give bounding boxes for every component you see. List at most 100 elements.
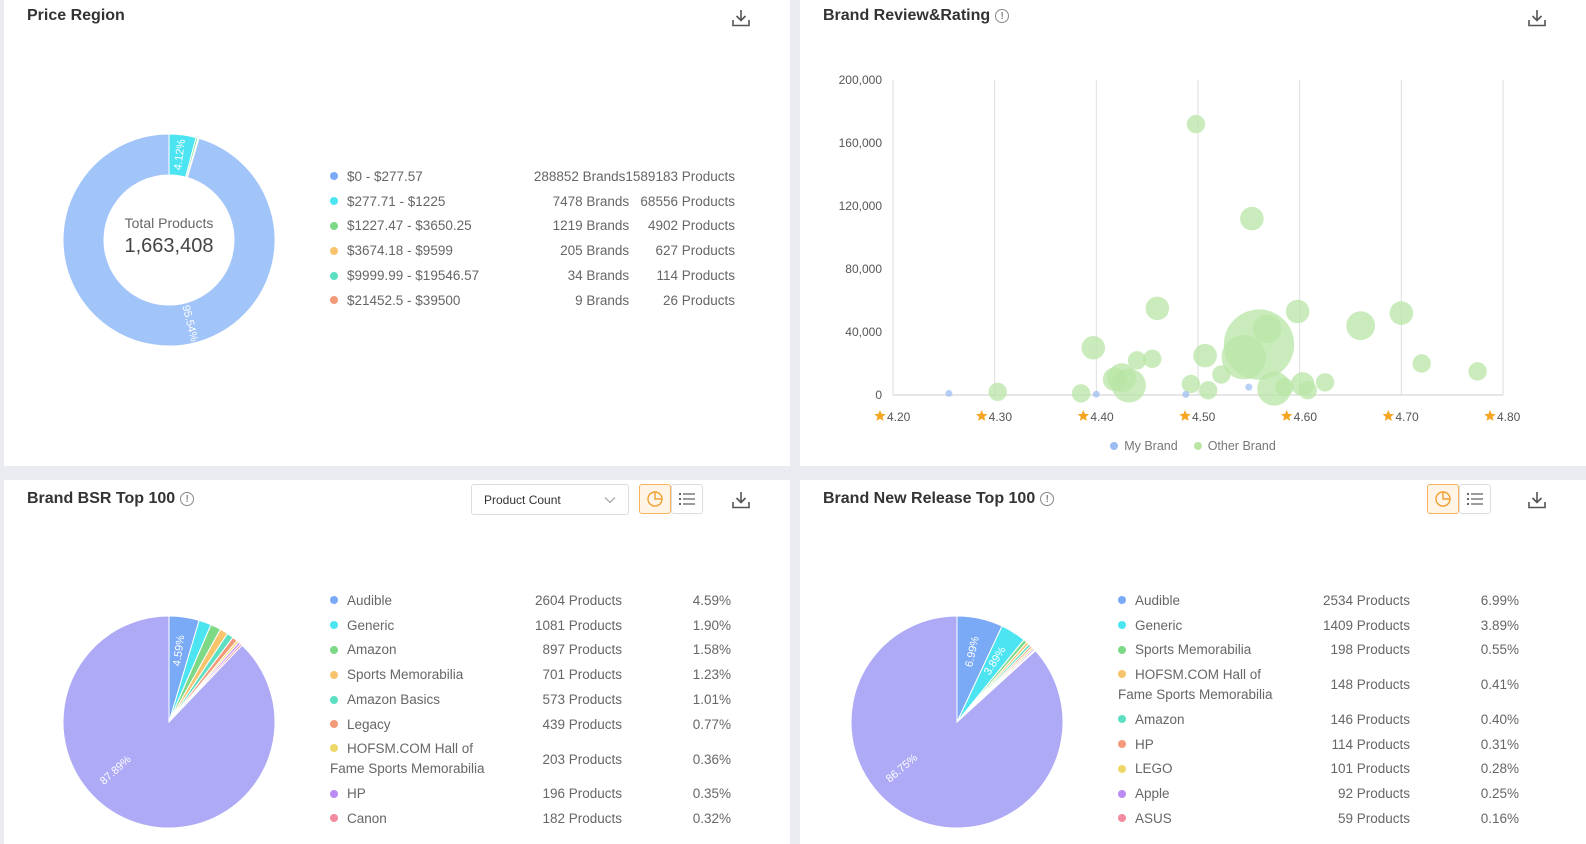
- scatter-point-other[interactable]: [1143, 349, 1162, 368]
- scatter-point-other[interactable]: [1389, 301, 1414, 325]
- y-tick-label: 80,000: [845, 262, 882, 276]
- x-tick: 4.20: [874, 410, 911, 424]
- scatter-point-other[interactable]: [1298, 381, 1317, 400]
- legend-row[interactable]: $277.71 - $1225 7478 Brands 68556 Produc…: [330, 189, 735, 214]
- scatter-point-other[interactable]: [1181, 374, 1201, 394]
- legend-row[interactable]: Amazon 146 Products 0.40%: [1118, 707, 1519, 732]
- scatter-point-other[interactable]: [1145, 296, 1170, 321]
- legend-row[interactable]: $3674.18 - $9599 205 Brands 627 Products: [330, 238, 735, 263]
- legend-row[interactable]: ASUS 59 Products 0.16%: [1118, 806, 1519, 831]
- legend-row[interactable]: $9999.99 - $19546.57 34 Brands 114 Produ…: [330, 263, 735, 288]
- legend-row[interactable]: HP 114 Products 0.31%: [1118, 732, 1519, 757]
- legend-label: $0 - $277.57: [347, 168, 423, 184]
- download-icon[interactable]: [1526, 7, 1548, 29]
- legend-label: HP: [1118, 737, 1298, 752]
- list-view-button[interactable]: [1459, 484, 1491, 514]
- scatter-point-my[interactable]: [1182, 390, 1190, 398]
- star-icon: [1077, 410, 1090, 421]
- legend-label: Canon: [330, 811, 510, 826]
- download-icon[interactable]: [1526, 489, 1548, 511]
- legend-dot: [330, 221, 338, 230]
- metric-select[interactable]: Product Count: [471, 484, 629, 515]
- x-tick-label: 4.60: [1294, 410, 1318, 424]
- legend-label: Sports Memorabilia: [330, 667, 510, 682]
- x-tick-label: 4.30: [989, 410, 1013, 424]
- legend-label: ASUS: [1118, 811, 1298, 826]
- scatter-point-other[interactable]: [1111, 368, 1146, 403]
- legend-products: 182 Products: [542, 810, 622, 826]
- legend-dot: [330, 670, 338, 679]
- info-icon[interactable]: !: [1040, 492, 1055, 506]
- legend-percent: 0.40%: [1480, 711, 1519, 727]
- x-tick: 4.40: [1077, 410, 1114, 424]
- scatter-point-other[interactable]: [1193, 343, 1217, 368]
- legend-row[interactable]: HOFSM.COM Hall of Fame Sports Memorabili…: [330, 737, 735, 782]
- legend-row[interactable]: $21452.5 - $39500 9 Brands 26 Products: [330, 288, 735, 313]
- donut-slice[interactable]: [62, 133, 276, 347]
- scatter-point-other[interactable]: [1186, 114, 1206, 134]
- scatter-point-my[interactable]: [1092, 390, 1100, 398]
- legend-row[interactable]: Audible 2534 Products 6.99%: [1118, 588, 1519, 613]
- legend-row[interactable]: Apple 92 Products 0.25%: [1118, 781, 1519, 806]
- list-icon: [1467, 493, 1483, 505]
- review-rating-card: Brand Review&Rating ! 0 40,000 80,000 120,0…: [800, 0, 1586, 466]
- legend-other-brand[interactable]: Other Brand: [1193, 439, 1276, 453]
- scatter-point-other[interactable]: [1315, 373, 1335, 392]
- legend-my-brand[interactable]: My Brand: [1110, 439, 1178, 453]
- scatter-point-other[interactable]: [1468, 362, 1487, 381]
- scatter-point-other[interactable]: [1081, 335, 1106, 360]
- legend-row[interactable]: $0 - $277.57 288852 Brands 1589183 Produ…: [330, 164, 735, 189]
- star-icon: [1484, 410, 1496, 421]
- legend-row[interactable]: Sports Memorabilia 701 Products 1.23%: [330, 662, 735, 687]
- legend-text: Amazon: [1135, 711, 1185, 727]
- legend-dot: [330, 695, 338, 704]
- star-icon: [975, 410, 988, 421]
- scatter-point-other[interactable]: [1412, 354, 1431, 373]
- legend-row[interactable]: Generic 1409 Products 3.89%: [1118, 613, 1519, 638]
- scatter-point-other[interactable]: [1127, 351, 1147, 370]
- legend-row[interactable]: Sports Memorabilia 198 Products 0.55%: [1118, 638, 1519, 663]
- legend-products: 4902 Products: [647, 218, 735, 234]
- scatter-point-other[interactable]: [1346, 311, 1376, 341]
- legend-row[interactable]: Amazon Basics 573 Products 1.01%: [330, 687, 735, 712]
- scatter-point-other[interactable]: [1252, 314, 1282, 344]
- pie-view-button[interactable]: [639, 484, 671, 514]
- scatter-point-other[interactable]: [1198, 381, 1218, 400]
- scatter-point-other[interactable]: [1285, 299, 1310, 324]
- scatter-point-other[interactable]: [1071, 384, 1091, 403]
- legend-row[interactable]: Generic 1081 Products 1.90%: [330, 613, 735, 638]
- legend-row[interactable]: Amazon 897 Products 1.58%: [330, 638, 735, 663]
- scatter-point-other[interactable]: [988, 382, 1007, 402]
- scatter-point-other[interactable]: [1275, 377, 1294, 397]
- legend-products: 203 Products: [542, 751, 622, 767]
- legend-row[interactable]: HOFSM.COM Hall of Fame Sports Memorabili…: [1118, 662, 1519, 707]
- legend-row[interactable]: $1227.47 - $3650.25 1219 Brands 4902 Pro…: [330, 214, 735, 239]
- info-icon[interactable]: !: [995, 9, 1010, 23]
- list-view-button[interactable]: [671, 484, 703, 514]
- slice-label: 4.12%: [172, 138, 188, 171]
- legend-row[interactable]: LEGO 101 Products 0.28%: [1118, 756, 1519, 781]
- legend-percent: 0.36%: [692, 751, 731, 767]
- x-tick-label: 4.70: [1395, 410, 1419, 424]
- scatter-point-other[interactable]: [1240, 206, 1264, 231]
- legend-products: 68556 Products: [640, 193, 735, 209]
- legend-label: Generic: [1118, 618, 1298, 633]
- pie-slice-other[interactable]: [850, 615, 1064, 829]
- pie-slice-other[interactable]: [62, 615, 276, 829]
- y-tick-label: 200,000: [839, 73, 883, 87]
- legend-brands: 1219 Brands: [552, 218, 630, 234]
- legend-row[interactable]: Audible 2604 Products 4.59%: [330, 588, 735, 613]
- legend-row[interactable]: Canon 182 Products 0.32%: [330, 806, 735, 831]
- legend-products: 1589183 Products: [625, 168, 735, 184]
- download-icon[interactable]: [730, 7, 752, 29]
- legend-row[interactable]: HP 196 Products 0.35%: [330, 781, 735, 806]
- legend-dot: [330, 296, 338, 305]
- scatter-point-my[interactable]: [945, 389, 953, 397]
- price-region-title: Price Region: [27, 7, 125, 24]
- legend-row[interactable]: Legacy 439 Products 0.77%: [330, 712, 735, 737]
- info-icon[interactable]: !: [180, 492, 195, 506]
- bsr-card: Brand BSR Top 100 ! Product Count 4.59% 8…: [4, 480, 790, 844]
- download-icon[interactable]: [730, 489, 752, 511]
- scatter-point-my[interactable]: [1245, 383, 1253, 391]
- pie-view-button[interactable]: [1427, 484, 1459, 514]
